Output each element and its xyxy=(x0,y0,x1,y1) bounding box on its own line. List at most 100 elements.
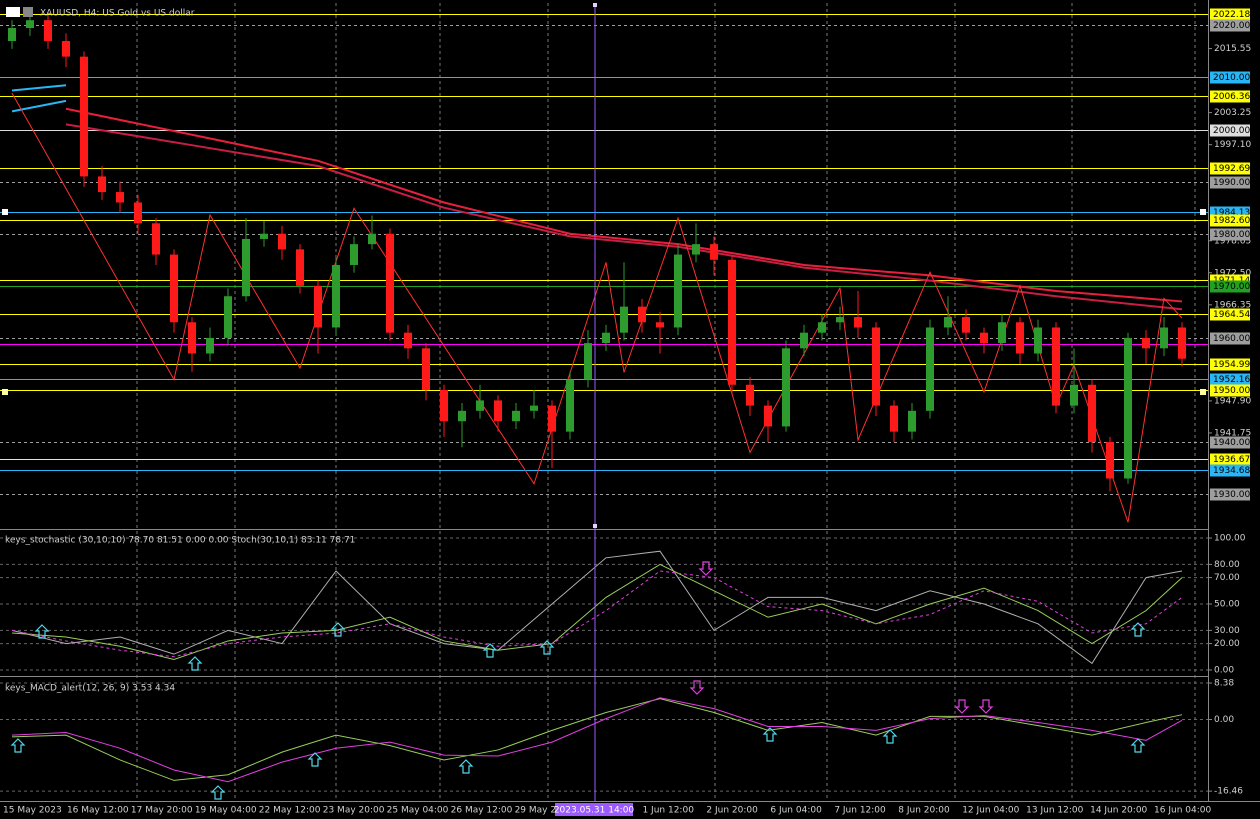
x-tick-label: 8 Jun 20:00 xyxy=(898,806,950,816)
level-label: 2010.00 xyxy=(1213,73,1250,83)
crosshair-time-box xyxy=(555,803,633,816)
candle-body xyxy=(332,264,340,328)
x-tick-label: 1 Jun 12:00 xyxy=(642,806,694,816)
level-label-box xyxy=(1210,464,1250,477)
level-label: 2000.00 xyxy=(1213,126,1250,136)
candle-body xyxy=(134,202,142,224)
x-tick-label: 25 May 04:00 xyxy=(387,806,449,816)
y-tick-label: 1947.90 xyxy=(1214,396,1251,406)
crosshair-handle[interactable] xyxy=(593,524,597,528)
candle-body xyxy=(422,348,430,390)
y-tick-label: 1978.65 xyxy=(1214,236,1251,246)
x-tick-label: 16 Jun 04:00 xyxy=(1154,806,1211,816)
line-handle[interactable] xyxy=(1200,209,1206,215)
candle-body xyxy=(314,285,322,328)
candle-body xyxy=(656,322,664,328)
candle-body xyxy=(1016,322,1024,354)
menu-icon[interactable] xyxy=(6,7,20,17)
candle-body xyxy=(278,233,286,250)
level-label-box xyxy=(1210,332,1250,345)
overlay-line xyxy=(65,123,1183,311)
candle-body xyxy=(674,254,682,328)
candle-body xyxy=(116,192,124,203)
candle-body xyxy=(602,332,610,344)
level-label: 2006.36 xyxy=(1213,92,1250,102)
level-label-box xyxy=(1210,8,1250,21)
overlay-line xyxy=(11,84,67,92)
x-tick-label: 26 May 12:00 xyxy=(451,806,513,816)
level-label-box xyxy=(1210,436,1250,449)
level-label: 1970.00 xyxy=(1213,282,1250,292)
level-label-box xyxy=(1210,358,1250,371)
level-label-box xyxy=(1210,453,1250,466)
overlay-line xyxy=(11,92,1183,523)
y-tick-label: 0.00 xyxy=(1214,665,1234,675)
x-tick-label: 19 May 04:00 xyxy=(195,806,257,816)
candle-body xyxy=(566,379,574,432)
y-tick-label: 50.00 xyxy=(1214,599,1240,609)
candle-body xyxy=(692,244,700,255)
candle-body xyxy=(458,410,466,422)
candle-body xyxy=(1178,327,1186,359)
candle-body xyxy=(584,343,592,380)
level-label: 1934.68 xyxy=(1213,466,1250,476)
level-label: 1930.00 xyxy=(1213,490,1250,500)
candle-body xyxy=(26,20,34,28)
candle-body xyxy=(800,332,808,349)
level-label-box xyxy=(1210,308,1250,321)
candle-body xyxy=(1124,337,1132,479)
level-label-box xyxy=(1210,373,1250,386)
level-label-box xyxy=(1210,71,1250,84)
candle-body xyxy=(476,400,484,411)
level-label: 2022.18 xyxy=(1213,10,1250,20)
line-handle[interactable] xyxy=(2,209,8,215)
indicator-line xyxy=(11,550,1183,665)
candle-body xyxy=(980,332,988,344)
x-tick-label: 13 Jun 12:00 xyxy=(1026,806,1083,816)
y-tick-label: 1941.75 xyxy=(1214,428,1251,438)
candle-body xyxy=(350,244,358,265)
candle-body xyxy=(1034,327,1042,354)
line-handle[interactable] xyxy=(2,389,8,395)
x-tick-label: 22 May 12:00 xyxy=(259,806,321,816)
y-tick-label: 2015.55 xyxy=(1214,44,1251,54)
y-tick-label: 30.00 xyxy=(1214,626,1240,636)
y-tick-label: 2003.25 xyxy=(1214,108,1251,118)
level-label: 1954.99 xyxy=(1213,360,1250,370)
level-label: 1992.69 xyxy=(1213,164,1250,174)
candle-body xyxy=(728,259,736,385)
candle-body xyxy=(224,296,232,338)
y-tick-label: 100.00 xyxy=(1214,533,1246,543)
candle-body xyxy=(494,400,502,422)
candle-body xyxy=(98,176,106,193)
y-tick-label: 1966.35 xyxy=(1214,300,1251,310)
candle-body xyxy=(998,322,1006,344)
x-tick-label: 7 Jun 12:00 xyxy=(834,806,886,816)
candle-body xyxy=(818,322,826,333)
candle-body xyxy=(620,306,628,333)
candle-body xyxy=(62,41,70,57)
y-tick-label: -16.46 xyxy=(1214,787,1243,797)
chart-header: XAUUSD, H4: US Gold vs US dollar keys_st… xyxy=(5,7,355,694)
level-label-box xyxy=(1210,90,1250,103)
candle-body xyxy=(548,405,556,432)
level-label: 1960.00 xyxy=(1213,334,1250,344)
y-tick-label: 8.38 xyxy=(1214,679,1234,689)
candle-body xyxy=(872,327,880,406)
line-handle[interactable] xyxy=(1200,389,1206,395)
candle-body xyxy=(440,389,448,422)
crosshair-time-label: 2023.05.31 14:00 xyxy=(554,806,635,816)
level-label: 1964.54 xyxy=(1213,310,1250,320)
candle-body xyxy=(8,28,16,42)
candle-body xyxy=(242,238,250,297)
candle-body xyxy=(782,348,790,427)
candle-body xyxy=(1106,442,1114,479)
level-label-box xyxy=(1210,19,1250,32)
menu-icon[interactable] xyxy=(23,7,33,17)
y-tick-label: 0.00 xyxy=(1214,715,1234,725)
crosshair-handle[interactable] xyxy=(593,3,597,7)
candle-body xyxy=(170,254,178,323)
candle-body xyxy=(638,306,646,323)
level-label-box xyxy=(1210,228,1250,241)
